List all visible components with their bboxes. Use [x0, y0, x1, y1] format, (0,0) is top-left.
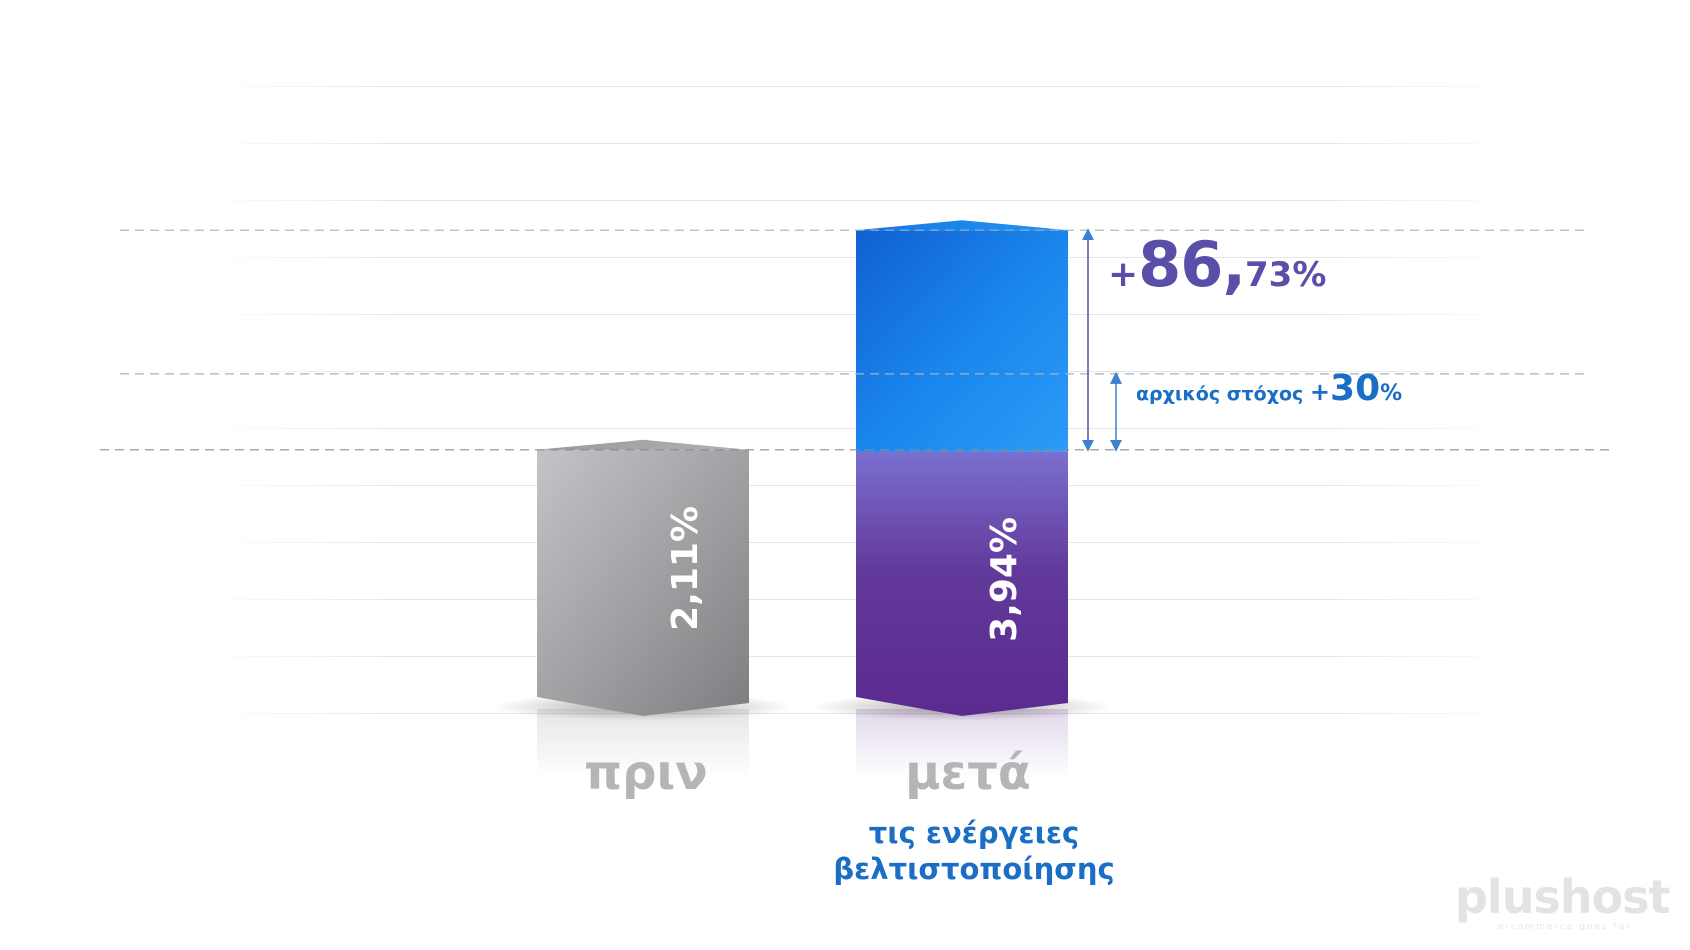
bar-before-top — [537, 439, 749, 450]
bar-reflection — [856, 709, 1068, 779]
logo-tagline: e-commerce goes far — [1498, 922, 1632, 932]
grid-line — [200, 200, 1520, 201]
bar-value-after: 3,94% — [984, 517, 1025, 642]
after-subcaption: τις ενέργειες βελτιστοποίησης — [764, 815, 1184, 887]
plushost-logo: plushost — [1455, 870, 1671, 924]
bar-after-purple — [856, 451, 1068, 716]
grid-line — [200, 86, 1520, 87]
target-plus: + — [1309, 378, 1331, 406]
category-label-before: πριν — [584, 745, 708, 801]
grid-line — [200, 143, 1520, 144]
target-annotation: αρχικός στόχος +30% — [1136, 368, 1402, 409]
target-percent: % — [1380, 381, 1403, 406]
subcaption-line-1: τις ενέργειες — [868, 816, 1080, 850]
bar-before — [537, 449, 749, 716]
increase-annotation: +86,73% — [1108, 228, 1326, 301]
increase-plus: + — [1108, 254, 1139, 295]
subcaption-line-2: βελτιστοποίησης — [833, 852, 1115, 886]
target-value: 30 — [1330, 368, 1381, 409]
target-text: αρχικός στόχος — [1136, 383, 1310, 405]
bar-reflection — [537, 709, 749, 779]
increase-value: 86, — [1138, 228, 1246, 301]
bar-after-blue — [856, 230, 1068, 452]
bar-after-top — [856, 220, 1068, 231]
annotation-lines — [100, 228, 1610, 452]
category-label-after: μετά — [905, 745, 1031, 801]
bar-value-before: 2,11% — [665, 506, 706, 631]
bars: 2,11% 3,94% — [493, 220, 1112, 779]
increase-decimals: 73% — [1245, 255, 1327, 295]
